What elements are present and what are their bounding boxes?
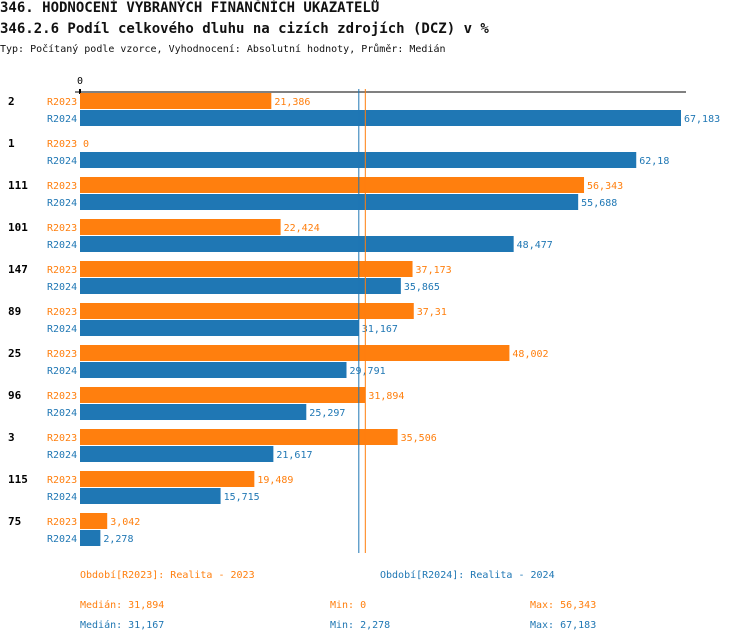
bar-r2023: [80, 345, 510, 361]
series-label: R2024: [47, 282, 77, 293]
category-label: 115: [8, 473, 28, 486]
bar-r2024: [80, 278, 401, 294]
series-label: R2023: [47, 517, 77, 528]
data-label: 35,506: [401, 433, 437, 444]
data-label: 62,18: [639, 156, 669, 167]
bar-r2023: [80, 429, 398, 445]
bar-r2024: [80, 194, 579, 210]
bar-r2023: [80, 177, 585, 193]
chart-info: Typ: Počítaný podle vzorce, Vyhodnocení:…: [0, 44, 446, 55]
data-label: 37,173: [416, 265, 452, 276]
legend-r2024: Období[R2024]: Realita - 2024: [380, 570, 555, 581]
data-label: 31,167: [362, 324, 398, 335]
bar-r2024: [80, 110, 681, 126]
category-label: 147: [8, 263, 28, 276]
category-label: 101: [8, 221, 28, 234]
series-label: R2024: [47, 198, 77, 209]
bar-r2024: [80, 236, 514, 252]
max-r2024: Max: 67,183: [530, 620, 597, 631]
data-label: 55,688: [581, 198, 617, 209]
zero-tick-label: 0: [77, 76, 83, 87]
series-label: R2023: [47, 475, 77, 486]
min-r2024: Min: 2,278: [330, 620, 391, 631]
median-r2023: Medián: 31,894: [80, 600, 165, 611]
legend-r2023: Období[R2023]: Realita - 2023: [80, 570, 255, 581]
median-r2024: Medián: 31,167: [80, 620, 165, 631]
data-label: 29,791: [350, 366, 386, 377]
category-label: 75: [8, 515, 21, 528]
category-label: 1: [8, 137, 15, 150]
data-label: 2,278: [103, 534, 133, 545]
data-label: 37,31: [417, 307, 447, 318]
series-label: R2024: [47, 366, 77, 377]
bar-r2024: [80, 530, 101, 546]
series-label: R2023: [47, 181, 77, 192]
bar-r2024: [80, 362, 347, 378]
series-label: R2023: [47, 223, 77, 234]
chart-subtitle: 346.2.6 Podíl celkového dluhu na cizích …: [0, 21, 489, 37]
category-label: 89: [8, 305, 21, 318]
category-label: 96: [8, 389, 22, 402]
data-label: 48,477: [517, 240, 553, 251]
series-label: R2023: [47, 433, 77, 444]
min-r2023: Min: 0: [330, 600, 367, 611]
bar-r2023: [80, 261, 413, 277]
series-label: R2024: [47, 450, 77, 461]
data-label: 48,002: [512, 349, 548, 360]
series-label: R2024: [47, 534, 77, 545]
data-label: 21,617: [276, 450, 312, 461]
series-label: R2023: [47, 391, 77, 402]
category-label: 2: [8, 95, 15, 108]
bar-r2023: [80, 513, 108, 529]
series-label: R2023: [47, 265, 77, 276]
category-label: 3: [8, 431, 15, 444]
data-label: 31,894: [368, 391, 404, 402]
bar-r2024: [80, 446, 274, 462]
data-label: 19,489: [257, 475, 293, 486]
bar-r2024: [80, 320, 359, 336]
bar-r2024: [80, 152, 637, 168]
data-label: 67,183: [684, 114, 720, 125]
category-label: 111: [8, 179, 28, 192]
bar-r2023: [80, 93, 272, 109]
series-label: R2023: [47, 349, 77, 360]
data-label: 35,865: [404, 282, 440, 293]
bar-r2023: [80, 387, 366, 403]
data-label: 15,715: [224, 492, 260, 503]
bar-r2023: [80, 303, 414, 319]
data-label: 3,042: [110, 517, 140, 528]
series-label: R2024: [47, 156, 77, 167]
data-label: 25,297: [309, 408, 345, 419]
data-label: 56,343: [587, 181, 623, 192]
series-label: R2023: [47, 307, 77, 318]
max-r2023: Max: 56,343: [530, 600, 597, 611]
series-label: R2023: [47, 97, 77, 108]
series-label: R2024: [47, 492, 77, 503]
series-label: R2023: [47, 139, 77, 150]
series-label: R2024: [47, 408, 77, 419]
data-label: 21,386: [274, 97, 310, 108]
category-label: 25: [8, 347, 21, 360]
data-label: 22,424: [284, 223, 320, 234]
series-label: R2024: [47, 114, 77, 125]
bar-r2023: [80, 471, 255, 487]
bar-r2023: [80, 219, 281, 235]
data-label: 0: [83, 139, 89, 150]
bar-r2024: [80, 488, 221, 504]
bar-r2024: [80, 404, 307, 420]
page-title: 346. HODNOCENÍ VYBRANÝCH FINANČNÍCH UKAZ…: [0, 0, 380, 16]
series-label: R2024: [47, 240, 77, 251]
series-label: R2024: [47, 324, 77, 335]
